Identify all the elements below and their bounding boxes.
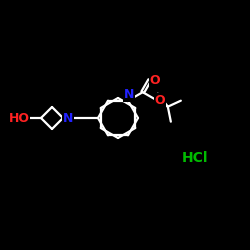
Text: HCl: HCl (182, 151, 208, 165)
Text: HO: HO (8, 112, 29, 124)
Text: N: N (124, 88, 134, 101)
Text: N: N (63, 112, 73, 124)
Text: O: O (154, 94, 165, 107)
Text: O: O (150, 74, 160, 86)
